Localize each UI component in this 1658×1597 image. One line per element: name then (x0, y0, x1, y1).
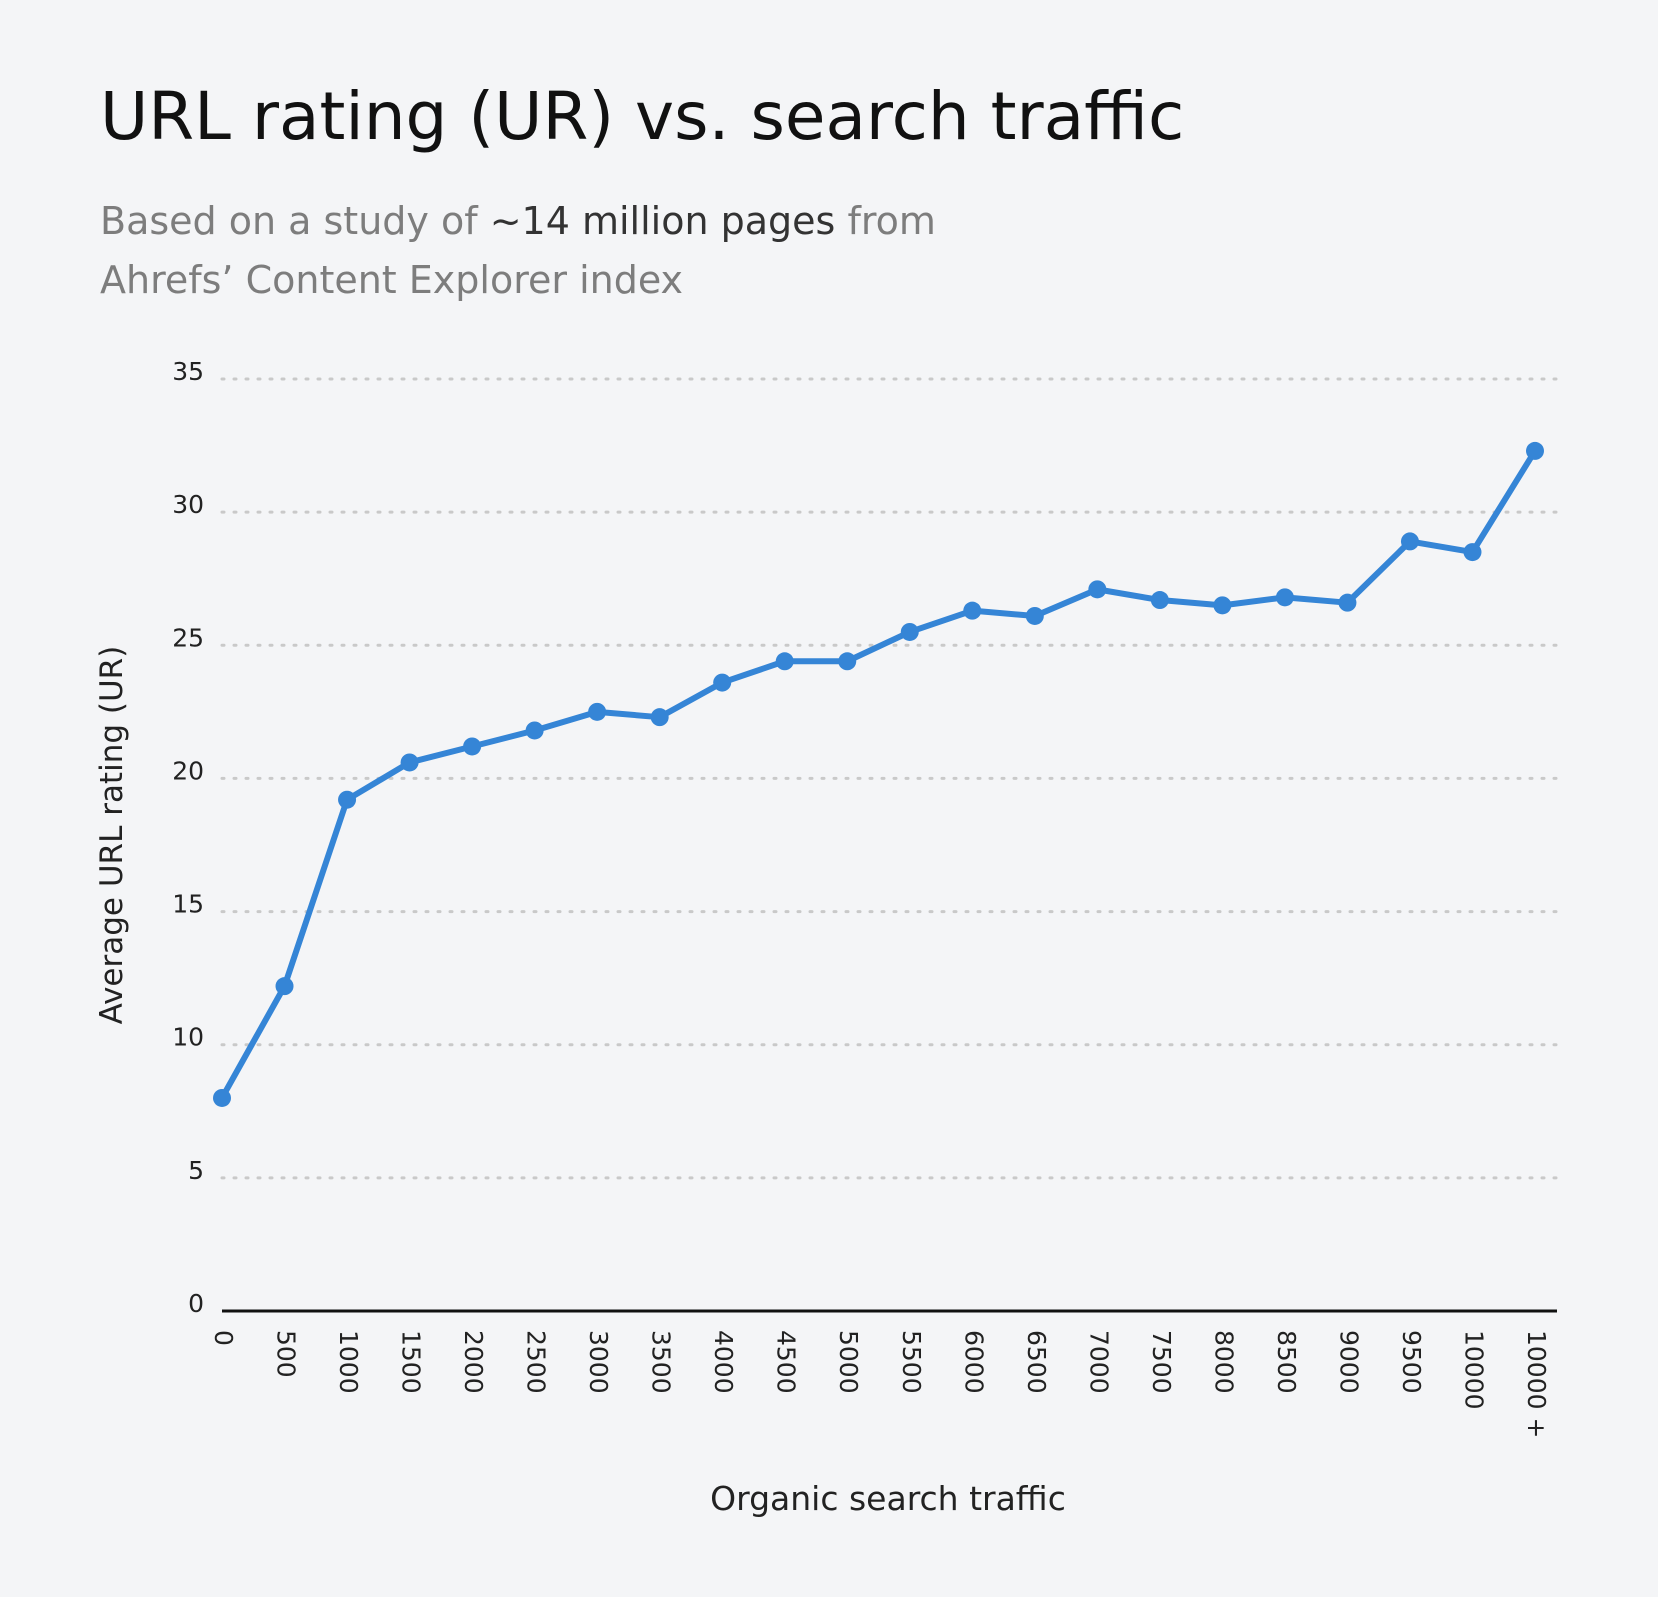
x-tick-label: 2000 (459, 1330, 488, 1394)
x-tick-label: 9500 (1397, 1330, 1426, 1394)
x-tick-label: 1500 (397, 1330, 426, 1394)
x-tick-label: 0 (209, 1330, 238, 1346)
point (525, 721, 544, 740)
chart-subtitle: Based on a study of ~14 million pages fr… (100, 192, 936, 310)
point (1463, 543, 1482, 562)
x-tick-label: 6000 (959, 1330, 988, 1394)
x-tick-label: 6500 (1022, 1330, 1051, 1394)
x-tick-label: 8000 (1209, 1330, 1238, 1394)
point (775, 652, 794, 671)
x-tick-label: 8500 (1272, 1330, 1301, 1394)
point (650, 708, 669, 727)
y-tick-label: 15 (172, 890, 204, 919)
y-tick-label: 20 (172, 756, 204, 785)
point (713, 673, 732, 692)
x-tick-label: 9000 (1334, 1330, 1363, 1394)
point (338, 790, 357, 809)
point (838, 652, 857, 671)
x-tick-label: 5500 (897, 1330, 926, 1394)
x-tick-label: 2500 (522, 1330, 551, 1394)
x-axis-title: Organic search traffic (710, 1479, 1066, 1518)
point (1025, 606, 1044, 625)
subtitle-text: Ahrefs’ Content Explorer index (100, 258, 684, 302)
chart-title: URL rating (UR) vs. search traffic (100, 78, 1185, 155)
subtitle-highlight: ~14 million pages (489, 199, 836, 243)
x-tick-label: 4500 (772, 1330, 801, 1394)
x-tick-label: 10000 + (1522, 1330, 1551, 1438)
point (1400, 532, 1419, 551)
y-tick-label: 5 (188, 1156, 204, 1185)
y-tick-label: 10 (172, 1023, 204, 1052)
point (1526, 441, 1544, 460)
point (1275, 588, 1294, 607)
point (213, 1088, 231, 1107)
point (275, 977, 294, 996)
line (219, 449, 1538, 1100)
x-tick-label: 4000 (709, 1330, 738, 1394)
point (1150, 591, 1169, 610)
y-axis-title: Average URL rating (UR) (94, 646, 130, 1025)
x-tick-label: 500 (272, 1330, 301, 1378)
subtitle-text: from (847, 199, 936, 243)
y-tick-label: 25 (172, 623, 204, 652)
point (1088, 580, 1107, 599)
point (900, 622, 919, 641)
y-tick-label: 30 (172, 490, 204, 519)
point (588, 702, 607, 721)
y-tick-label: 0 (188, 1289, 204, 1318)
x-tick-label: 1000 (334, 1330, 363, 1394)
point (463, 737, 482, 756)
point (963, 601, 982, 620)
subtitle-text: Based on a study of (100, 199, 478, 243)
x-tick-label: 7500 (1147, 1330, 1176, 1394)
point (1338, 593, 1357, 612)
x-tick-label: 10000 (1459, 1330, 1488, 1410)
point (1213, 596, 1232, 615)
x-tick-label: 5000 (834, 1330, 863, 1394)
point (400, 753, 419, 772)
x-tick-label: 3500 (647, 1330, 676, 1394)
x-tick-label: 7000 (1084, 1330, 1113, 1394)
x-tick-label: 3000 (584, 1330, 613, 1394)
y-tick-label: 35 (172, 357, 204, 386)
